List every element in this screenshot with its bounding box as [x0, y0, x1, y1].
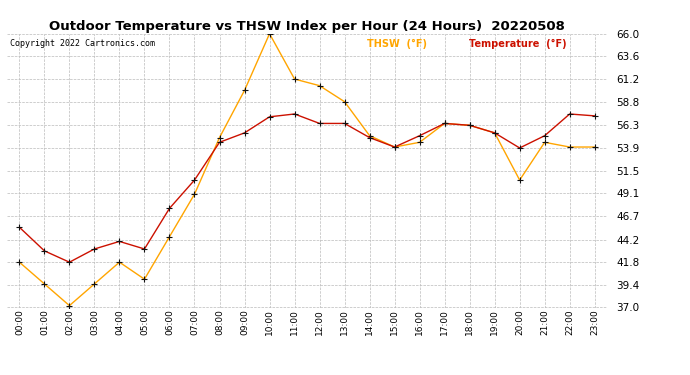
Text: THSW  (°F): THSW (°F) [367, 39, 427, 49]
Text: Copyright 2022 Cartronics.com: Copyright 2022 Cartronics.com [10, 39, 155, 48]
Title: Outdoor Temperature vs THSW Index per Hour (24 Hours)  20220508: Outdoor Temperature vs THSW Index per Ho… [49, 20, 565, 33]
Text: Temperature  (°F): Temperature (°F) [469, 39, 566, 49]
